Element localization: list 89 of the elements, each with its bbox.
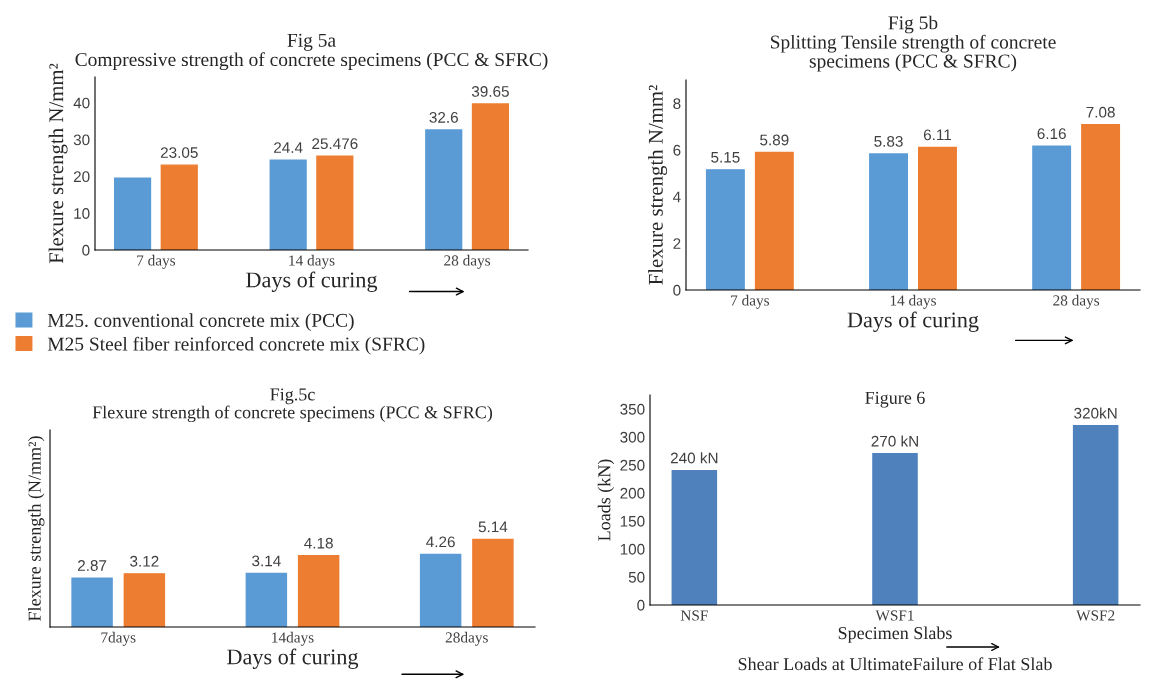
bar <box>1032 145 1072 290</box>
legend-label: M25 Steel fiber reinforced concrete mix (SFRC) <box>47 336 425 355</box>
data-label: 270 kN <box>871 435 918 447</box>
y-tick-label: 350 <box>620 403 645 415</box>
bar <box>754 151 794 290</box>
text: Shear Loads at UltimateFailure of Flat Slab <box>738 657 1052 671</box>
y-tick-label: 0 <box>673 284 681 296</box>
y-axis-title: Loads (kN) <box>597 459 615 541</box>
bar <box>419 553 462 627</box>
x-tick-label: 14 days <box>289 254 335 269</box>
data-label: 240 kN <box>670 452 718 464</box>
y-tick-label: 2 <box>673 238 681 249</box>
bar <box>425 129 463 250</box>
data-label: 6.11 <box>923 129 952 141</box>
bar <box>869 153 908 290</box>
bar <box>123 573 166 627</box>
x-tick-label: WSF2 <box>1076 610 1115 621</box>
data-label: 5.15 <box>711 151 740 163</box>
y-tick-label: 8 <box>673 98 681 110</box>
x-tick-label: 7days <box>101 631 136 646</box>
bar <box>872 453 918 605</box>
x-tick-label: 7 days <box>137 254 176 269</box>
data-label: 7.08 <box>1086 106 1115 118</box>
data-label: 6.16 <box>1037 128 1066 140</box>
bar <box>918 146 957 290</box>
bar <box>671 469 718 605</box>
data-label: 5.89 <box>760 134 789 146</box>
bar <box>316 155 354 250</box>
bar <box>269 159 307 250</box>
x-axis-title: Specimen Slabs <box>838 626 952 643</box>
data-label: 23.05 <box>160 147 198 158</box>
bar <box>297 555 340 627</box>
y-tick-label: 200 <box>620 487 645 499</box>
bar <box>113 177 152 250</box>
chart-title: Fig 5a <box>287 33 336 51</box>
x-tick-label: 28 days <box>1053 294 1100 309</box>
y-axis-title: Flexure strength N/mm² <box>648 85 668 285</box>
data-label: 3.12 <box>130 555 159 567</box>
data-label: 4.18 <box>304 537 333 549</box>
y-tick-label: 6 <box>673 144 681 156</box>
data-label: 24.4 <box>274 142 303 153</box>
bar <box>245 572 288 627</box>
y-axis-title: Flexure strength (N/mm²) <box>28 436 45 621</box>
bar <box>705 169 745 290</box>
bar <box>160 164 198 250</box>
data-label: 5.83 <box>874 135 903 147</box>
chart-subtitle: Compressive strength of concrete specimens (PCC & SFRC) <box>75 52 548 71</box>
data-label: 32.6 <box>429 112 458 123</box>
y-tick-label: 0 <box>82 244 90 256</box>
y-tick-label: 150 <box>620 515 645 527</box>
chart-subtitle: Flexure strength of concrete specimens (PCC & SFRC) <box>92 405 493 423</box>
bar <box>71 577 113 627</box>
y-tick-label: 0 <box>637 599 645 611</box>
data-label: 4.26 <box>426 536 455 548</box>
x-tick-label: 14 days <box>890 294 936 309</box>
data-label: 2.87 <box>77 560 107 571</box>
y-tick-label: 30 <box>73 134 90 146</box>
y-tick-label: 40 <box>73 97 90 109</box>
x-axis-title: Days of curing <box>227 648 359 669</box>
x-axis-title: Days of curing <box>847 311 979 332</box>
bar <box>472 538 514 627</box>
x-tick-label: NSF <box>680 610 708 621</box>
y-tick-label: 100 <box>620 543 645 555</box>
data-label: 5.14 <box>478 521 508 533</box>
legend-label: M25. conventional concrete mix (PCC) <box>47 313 354 331</box>
x-tick-label: 7 days <box>731 294 770 309</box>
bar <box>471 103 510 250</box>
y-tick-label: 300 <box>620 431 645 443</box>
x-tick-label: 14days <box>272 631 314 646</box>
y-tick-label: 4 <box>672 191 681 203</box>
y-axis-title: Flexure strength N/mm² <box>48 63 68 264</box>
data-label: 320kN <box>1074 407 1117 419</box>
x-tick-label: 28 days <box>444 254 491 269</box>
x-tick-label: WSF1 <box>875 610 914 621</box>
y-tick-label: 20 <box>73 171 90 183</box>
data-label: 3.14 <box>252 555 281 567</box>
chart-title: Fig.5c <box>270 388 315 405</box>
x-tick-label: 28days <box>445 631 488 646</box>
y-tick-label: 250 <box>620 459 645 471</box>
chart-subtitle: Splitting Tensile strength of concrete specimens (PCC & SFRC) <box>770 34 1056 72</box>
y-tick-label: 50 <box>628 571 645 583</box>
y-tick-label: 10 <box>74 208 90 219</box>
bar <box>1081 124 1121 290</box>
chart-title: Fig 5b <box>888 15 938 34</box>
bar <box>1072 425 1119 605</box>
data-label: 39.65 <box>471 86 509 97</box>
data-label: 25.476 <box>312 138 358 150</box>
x-axis-title: Days of curing <box>246 271 378 292</box>
chart-title: Figure 6 <box>865 391 925 408</box>
